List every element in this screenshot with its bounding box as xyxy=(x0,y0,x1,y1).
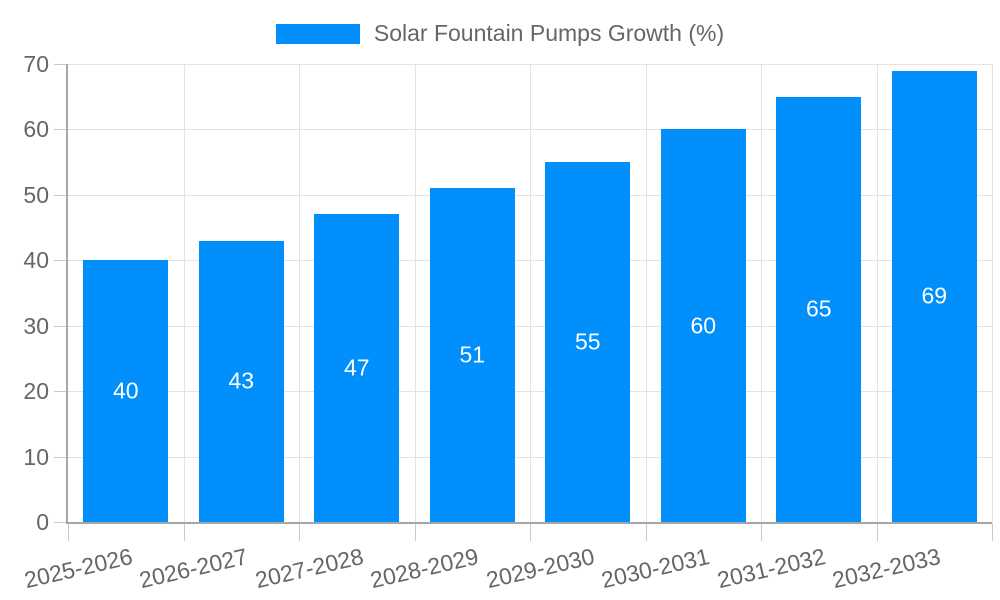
x-tick-label: 2027-2028 xyxy=(252,543,366,594)
bar-value-label: 43 xyxy=(228,367,255,394)
x-tick-label: 2030-2031 xyxy=(599,543,713,594)
bar: 60 xyxy=(660,129,746,522)
x-axis-tick xyxy=(645,523,647,541)
bar-value-label: 60 xyxy=(690,312,717,339)
bar: 43 xyxy=(198,240,284,522)
y-tick-label: 10 xyxy=(23,443,49,470)
x-tick-label: 2032-2033 xyxy=(830,543,944,594)
v-gridline xyxy=(183,64,185,522)
y-axis-line xyxy=(66,64,68,522)
plot-area xyxy=(68,64,993,522)
bar-value-label: 51 xyxy=(459,341,486,368)
y-tick-label: 70 xyxy=(23,51,49,77)
x-axis-line xyxy=(66,522,992,524)
y-axis-tick xyxy=(54,64,68,65)
v-gridline xyxy=(530,64,531,522)
bar-value-label: 40 xyxy=(112,377,139,404)
bar-value-label: 47 xyxy=(343,354,370,381)
legend-label: Solar Fountain Pumps Growth (%) xyxy=(373,20,725,46)
bar-value-label: 65 xyxy=(805,295,832,322)
v-gridline xyxy=(414,64,416,522)
y-tick-label: 0 xyxy=(36,509,49,535)
x-axis-tick xyxy=(183,523,185,541)
bar: 51 xyxy=(429,188,515,522)
x-axis-tick xyxy=(761,523,762,541)
y-tick-label: 60 xyxy=(23,116,49,143)
bar: 47 xyxy=(314,214,400,522)
y-tick-label: 40 xyxy=(23,247,49,274)
x-tick-label: 2025-2026 xyxy=(21,543,135,594)
v-gridline xyxy=(992,64,993,522)
y-tick-label: 20 xyxy=(23,378,49,405)
v-gridline xyxy=(299,64,300,522)
y-axis-tick xyxy=(54,129,68,131)
y-axis-tick xyxy=(54,325,68,327)
x-tick-label: 2026-2027 xyxy=(137,543,251,594)
v-gridline xyxy=(761,64,762,522)
x-axis-tick xyxy=(876,523,878,541)
bar: 65 xyxy=(776,96,862,522)
legend-swatch-icon xyxy=(275,23,360,44)
y-axis-tick xyxy=(54,522,68,523)
v-gridline xyxy=(876,64,878,522)
y-axis-tick xyxy=(54,194,68,196)
y-tick-label: 30 xyxy=(23,312,49,339)
x-axis-tick xyxy=(68,523,69,541)
y-axis-tick xyxy=(54,260,68,262)
x-axis-tick xyxy=(299,523,300,541)
bar-value-label: 55 xyxy=(574,328,601,355)
bar: 69 xyxy=(891,70,977,522)
x-tick-label: 2031-2032 xyxy=(714,543,828,594)
v-gridline xyxy=(645,64,647,522)
legend: Solar Fountain Pumps Growth (%) xyxy=(0,20,1000,46)
x-axis-tick xyxy=(530,523,531,541)
bar: 55 xyxy=(545,162,631,522)
bar: 40 xyxy=(83,260,169,522)
y-axis-tick xyxy=(54,456,68,458)
x-tick-label: 2028-2029 xyxy=(368,543,482,594)
legend-item[interactable]: Solar Fountain Pumps Growth (%) xyxy=(275,20,725,46)
y-tick-label: 50 xyxy=(23,181,49,208)
y-axis-tick xyxy=(54,391,68,393)
bar-value-label: 69 xyxy=(921,282,948,309)
x-axis-tick xyxy=(992,523,993,541)
x-axis-tick xyxy=(414,523,416,541)
x-tick-label: 2029-2030 xyxy=(483,543,597,594)
